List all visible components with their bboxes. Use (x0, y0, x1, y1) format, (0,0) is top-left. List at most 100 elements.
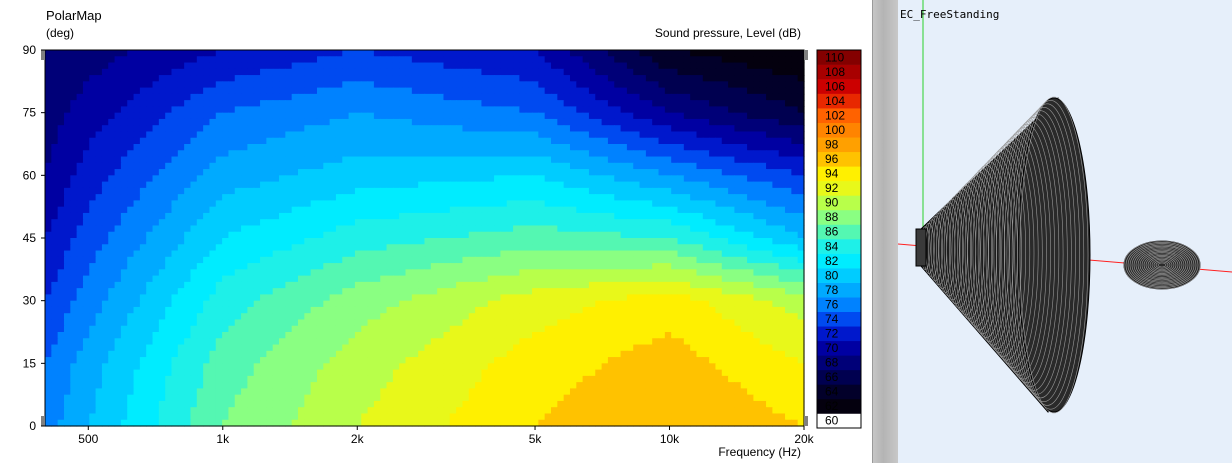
heatmap-cell (424, 219, 432, 227)
heatmap-cell (582, 100, 590, 107)
heatmap-cell (171, 150, 179, 158)
heatmap-cell (449, 62, 457, 70)
heatmap-cell (772, 93, 780, 101)
heatmap-cell (146, 125, 154, 133)
heatmap-cell (158, 87, 166, 95)
heatmap-cell (348, 263, 356, 270)
heatmap-cell (538, 144, 546, 151)
heatmap-cell (728, 68, 736, 76)
heatmap-cell (620, 137, 628, 145)
heatmap-cell (728, 263, 736, 270)
heatmap-cell (45, 131, 52, 139)
heatmap-cell (721, 231, 729, 239)
heatmap-cell (525, 200, 533, 208)
heatmap-cell (152, 169, 160, 176)
heatmap-cell (709, 106, 717, 114)
heatmap-cell (506, 175, 514, 183)
heatmap-cell (354, 250, 362, 258)
heatmap-cell (740, 87, 748, 95)
heatmap-cell (595, 144, 603, 151)
heatmap-cell (740, 93, 748, 101)
heatmap-cell (57, 187, 65, 195)
heatmap-cell (95, 68, 103, 76)
heatmap-cell (753, 212, 761, 220)
heatmap-cell (82, 244, 90, 252)
heatmap-cell (494, 269, 501, 277)
heatmap-cell (108, 231, 116, 239)
heatmap-cell (127, 206, 135, 214)
heatmap-cell (506, 225, 514, 233)
heatmap-cell (424, 144, 432, 151)
heatmap-cell (70, 306, 78, 314)
heatmap-cell (45, 144, 52, 151)
heatmap-cell (57, 269, 65, 277)
heatmap-cell (139, 244, 147, 252)
heatmap-cell (279, 181, 286, 189)
heatmap-cell (424, 93, 432, 101)
heatmap-cell (437, 294, 445, 302)
heatmap-cell (411, 306, 419, 314)
heatmap-cell (253, 125, 261, 133)
heatmap-cell (639, 162, 647, 170)
heatmap-cell (70, 93, 78, 101)
heatmap-cell (487, 219, 495, 227)
heatmap-cell (304, 206, 312, 214)
heatmap-cell (544, 125, 552, 133)
heatmap-cell (538, 288, 546, 295)
heatmap-cell (139, 100, 147, 107)
heatmap-cell (373, 112, 381, 120)
heatmap-cell (184, 125, 192, 133)
heatmap-cell (323, 75, 331, 82)
heatmap-cell (76, 300, 84, 308)
heatmap-cell (392, 281, 400, 289)
heatmap-cell (563, 238, 571, 245)
heatmap-cell (645, 263, 653, 270)
heatmap-cell (304, 150, 312, 158)
heatmap-cell (323, 187, 331, 195)
heatmap-cell (519, 81, 527, 89)
heatmap-cell (563, 244, 571, 252)
heatmap-cell (82, 125, 90, 133)
heatmap-cell (101, 187, 109, 195)
heatmap-cell (437, 118, 445, 126)
heatmap-cell (766, 244, 773, 252)
heatmap-cell (316, 125, 324, 133)
heatmap-cell (203, 81, 211, 89)
heatmap-cell (291, 144, 299, 151)
heatmap-cell (664, 100, 672, 107)
heatmap-cell (551, 288, 558, 295)
heatmap-cell (146, 87, 154, 95)
heatmap-cell (152, 75, 160, 82)
heatmap-cell (354, 118, 362, 126)
heatmap-cell (152, 281, 160, 289)
heatmap-cell (734, 288, 742, 295)
heatmap-cell (101, 181, 109, 189)
heatmap-cell (481, 144, 489, 151)
heatmap-cell (279, 112, 286, 120)
heatmap-cell (114, 87, 122, 95)
heatmap-cell (354, 156, 362, 164)
heatmap-cell (487, 75, 495, 82)
heatmap-cell (190, 250, 198, 258)
heatmap-cell (171, 194, 179, 201)
heatmap-cell (152, 100, 160, 107)
heatmap-cell (519, 250, 527, 258)
heatmap-cell (652, 131, 660, 139)
heatmap-cell (785, 118, 792, 126)
heatmap-cell (76, 150, 84, 158)
heatmap-cell (89, 256, 97, 264)
heatmap-cell (171, 75, 179, 82)
heatmap-cell (335, 200, 343, 208)
heatmap-cell (645, 225, 653, 233)
heatmap-cell (468, 281, 476, 289)
heatmap-cell (411, 225, 419, 233)
heatmap-cell (437, 56, 445, 64)
heatmap-cell (500, 263, 508, 270)
heatmap-cell (481, 56, 489, 64)
heatmap-cell (481, 250, 489, 258)
heatmap-cell (721, 187, 729, 195)
heatmap-cell (525, 250, 533, 258)
heatmap-cell (222, 87, 230, 95)
heatmap-cell (677, 231, 685, 239)
heatmap-cell (519, 75, 527, 82)
